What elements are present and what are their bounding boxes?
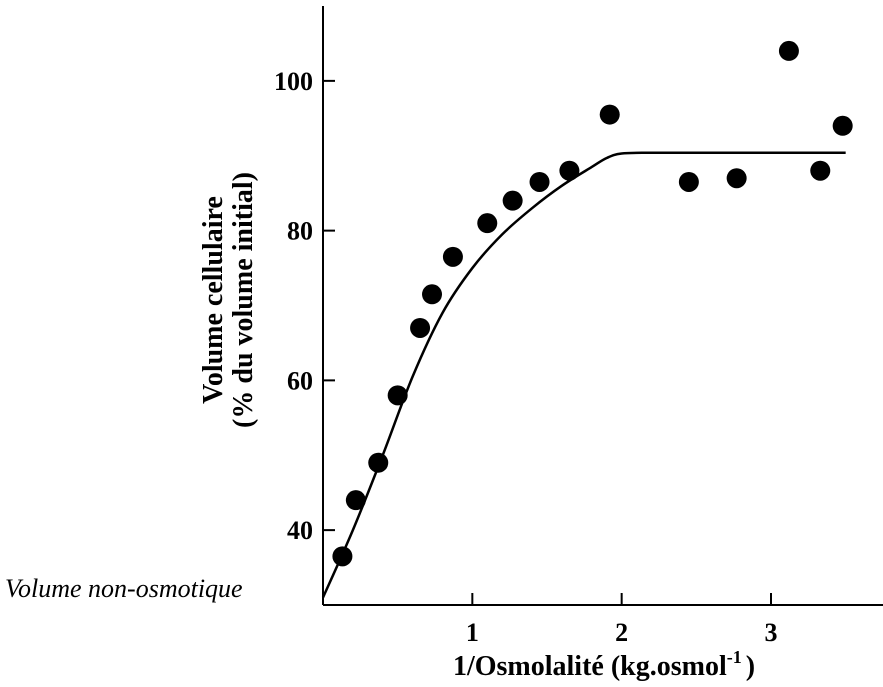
data-point	[410, 318, 430, 338]
data-point	[477, 213, 497, 233]
data-point	[559, 161, 579, 181]
data-point	[368, 453, 388, 473]
data-point	[810, 161, 830, 181]
data-point	[530, 172, 550, 192]
data-point	[833, 116, 853, 136]
data-point	[422, 284, 442, 304]
data-point	[346, 490, 366, 510]
data-point	[503, 191, 523, 211]
data-point	[727, 168, 747, 188]
y-tick-label: 40	[287, 516, 313, 545]
x-axis-title-suffix: )	[746, 651, 755, 682]
x-tick-label: 2	[615, 618, 628, 647]
y-axis-title: Volume cellulaire (% du volume initial)	[198, 172, 259, 428]
data-point	[388, 385, 408, 405]
y-axis-title-line1: Volume cellulaire	[198, 196, 229, 404]
data-points-layer	[332, 41, 852, 566]
data-point	[779, 41, 799, 61]
data-point	[600, 105, 620, 125]
y-tick-label: 100	[274, 67, 313, 96]
fit-curve-line	[323, 153, 846, 598]
y-tick-label: 80	[287, 217, 313, 246]
x-axis-title: 1/Osmolalité (kg.osmol-1)	[453, 647, 755, 682]
data-point	[679, 172, 699, 192]
data-point	[332, 546, 352, 566]
y-tick-label: 60	[287, 366, 313, 395]
x-tick-label: 3	[765, 618, 778, 647]
axes	[323, 6, 883, 605]
y-axis-title-line2: (% du volume initial)	[228, 172, 259, 428]
data-point	[443, 247, 463, 267]
fit-curve-layer	[323, 153, 846, 598]
x-axis-title-main: 1/Osmolalité (kg.osmol	[453, 651, 727, 682]
x-tick-label: 1	[466, 618, 479, 647]
annotation-volume-non-osmotique: Volume non-osmotique	[5, 574, 243, 603]
x-axis-title-superscript: -1	[727, 647, 742, 667]
